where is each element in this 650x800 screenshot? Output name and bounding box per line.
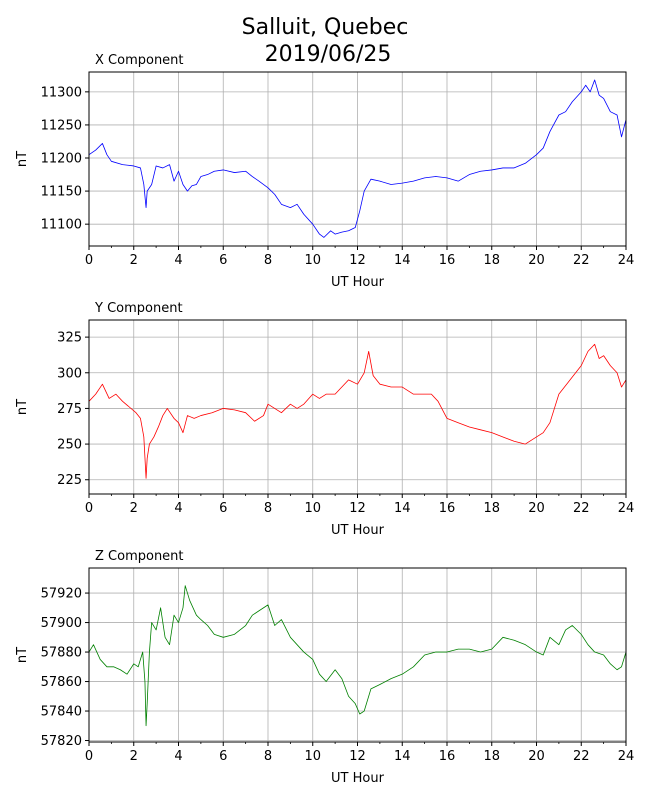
x-axis-label: UT Hour xyxy=(331,275,385,290)
x-tick-label: 16 xyxy=(439,749,456,764)
x-tick-label: 0 xyxy=(85,501,93,516)
x-component-line xyxy=(88,79,627,238)
x-tick-label: 18 xyxy=(483,749,500,764)
x-tick-label: 2 xyxy=(130,501,138,516)
x-tick-label: 14 xyxy=(394,501,411,516)
x-tick-label: 10 xyxy=(304,253,321,268)
x-tick-label: 12 xyxy=(349,501,366,516)
x-tick-label: 10 xyxy=(304,749,321,764)
y-axis-label: nT xyxy=(15,399,30,415)
y-axis-label: nT xyxy=(15,151,30,167)
y-tick-label: 57840 xyxy=(41,705,82,720)
x-tick-label: 18 xyxy=(483,501,500,516)
x-tick-label: 4 xyxy=(174,749,182,764)
x-tick-label: 10 xyxy=(304,501,321,516)
chart-panels: 0 2 4 6 8 10 12 14 16 18 20 22 241110011150112001125… xyxy=(15,53,634,786)
y-tick-label: 225 xyxy=(57,473,82,488)
x-tick-label: 4 xyxy=(174,501,182,516)
x-tick-label: 24 xyxy=(618,749,635,764)
figure-title-line-2: 2019/06/25 xyxy=(265,42,392,67)
panel-title: X Component xyxy=(95,53,184,68)
z-component-line xyxy=(88,585,627,727)
y-tick-label: 57820 xyxy=(41,734,82,749)
y-tick-label: 11300 xyxy=(41,85,82,100)
y-tick-label: 11200 xyxy=(41,152,82,167)
figure-title-line-1: Salluit, Quebec xyxy=(242,15,409,40)
x-tick-label: 2 xyxy=(130,749,138,764)
x-tick-label: 22 xyxy=(573,749,590,764)
x-tick-label: 14 xyxy=(394,749,411,764)
x-tick-label: 14 xyxy=(394,253,411,268)
panel-title: Y Component xyxy=(94,301,183,316)
x-tick-label: 6 xyxy=(219,749,227,764)
x-tick-label: 0 xyxy=(85,749,93,764)
y-tick-label: 11100 xyxy=(41,218,82,233)
x-tick-label: 16 xyxy=(439,253,456,268)
x-axis-label: UT Hour xyxy=(331,771,385,786)
x-tick-label: 0 xyxy=(85,253,93,268)
y-axis-label: nT xyxy=(15,647,30,663)
x-tick-label: 8 xyxy=(264,253,272,268)
x-tick-label: 18 xyxy=(483,253,500,268)
x-tick-label: 12 xyxy=(349,749,366,764)
x-tick-label: 20 xyxy=(528,253,545,268)
x-tick-label: 20 xyxy=(528,749,545,764)
x-tick-label: 6 xyxy=(219,253,227,268)
x-tick-label: 22 xyxy=(573,253,590,268)
x-axis-label: UT Hour xyxy=(331,523,385,538)
y-tick-label: 11250 xyxy=(41,118,82,133)
y-tick-label: 300 xyxy=(57,366,82,381)
y-tick-label: 275 xyxy=(57,402,82,417)
panel-z-component: 0 2 4 6 8 10 12 14 16 18 20 22 245782057840578605788… xyxy=(15,549,634,786)
x-tick-label: 8 xyxy=(264,749,272,764)
y-tick-label: 57860 xyxy=(41,675,82,690)
x-tick-label: 24 xyxy=(618,501,635,516)
panel-title: Z Component xyxy=(95,549,184,564)
panel-x-component: 0 2 4 6 8 10 12 14 16 18 20 22 241110011150112001125… xyxy=(15,53,634,290)
x-tick-label: 16 xyxy=(439,501,456,516)
y-tick-label: 11150 xyxy=(41,185,82,200)
y-tick-label: 57900 xyxy=(41,616,82,631)
y-tick-label: 250 xyxy=(57,438,82,453)
x-tick-label: 4 xyxy=(174,253,182,268)
x-tick-label: 6 xyxy=(219,501,227,516)
x-tick-label: 22 xyxy=(573,501,590,516)
x-tick-label: 12 xyxy=(349,253,366,268)
x-tick-label: 2 xyxy=(130,253,138,268)
x-tick-label: 20 xyxy=(528,501,545,516)
y-tick-label: 57880 xyxy=(41,646,82,661)
y-tick-label: 57920 xyxy=(41,587,82,602)
x-tick-label: 24 xyxy=(618,253,635,268)
y-component-line xyxy=(88,343,627,479)
x-tick-label: 8 xyxy=(264,501,272,516)
y-tick-label: 325 xyxy=(57,331,82,346)
